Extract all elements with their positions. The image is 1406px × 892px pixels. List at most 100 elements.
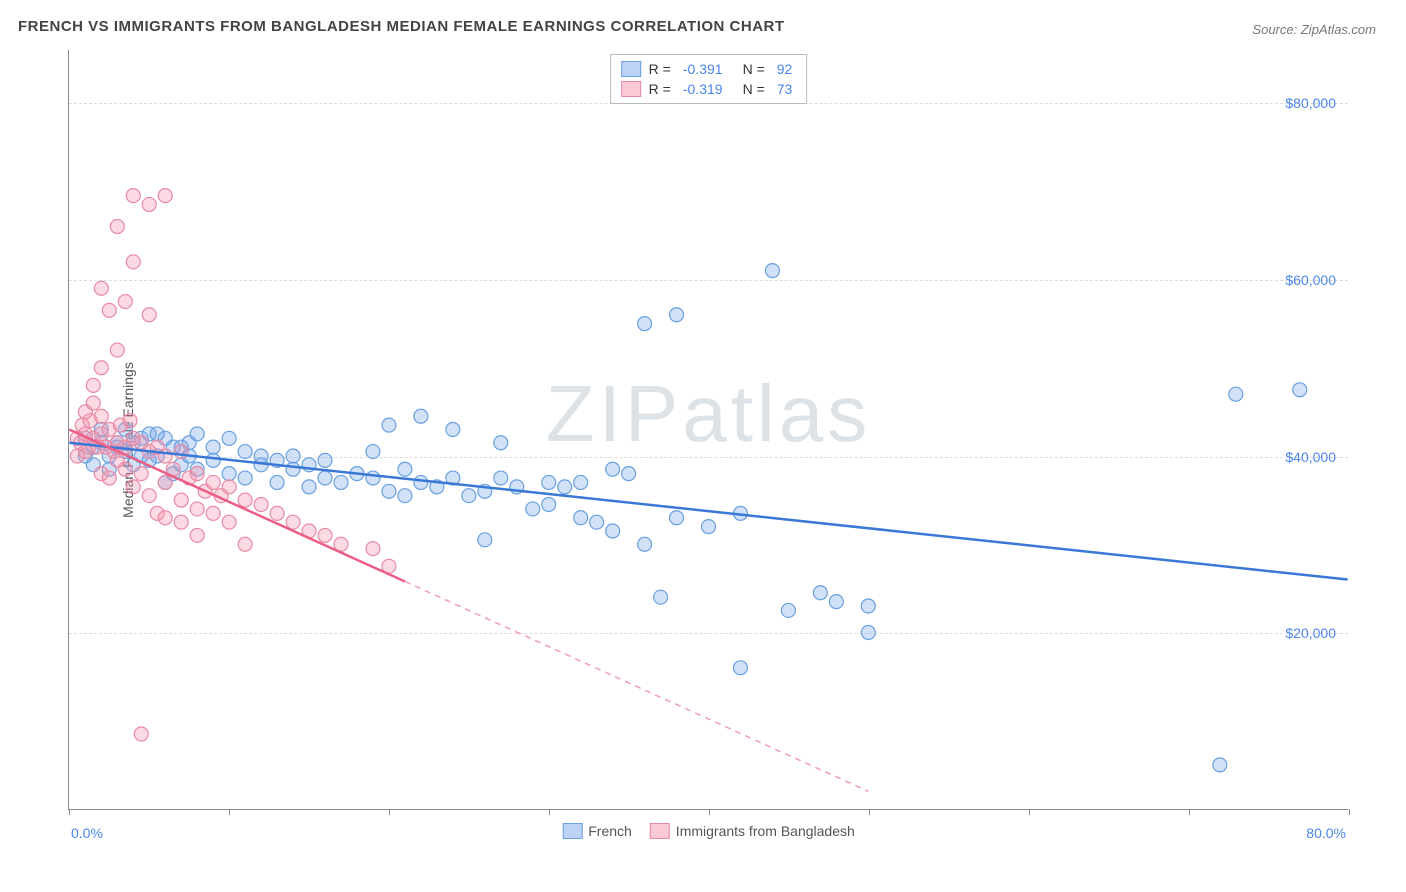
scatter-point (94, 281, 108, 295)
scatter-point (638, 537, 652, 551)
scatter-point (110, 220, 124, 234)
scatter-point (222, 515, 236, 529)
scatter-point (446, 423, 460, 437)
scatter-point (462, 489, 476, 503)
legend-swatch (650, 823, 670, 839)
scatter-point (861, 599, 875, 613)
scatter-point (494, 436, 508, 450)
scatter-point (102, 303, 116, 317)
scatter-point (238, 537, 252, 551)
scatter-point (158, 449, 172, 463)
x-tick (549, 809, 550, 815)
scatter-point (254, 498, 268, 512)
scatter-point (1229, 387, 1243, 401)
legend-swatch (621, 81, 641, 97)
scatter-point (158, 475, 172, 489)
source-attribution: Source: ZipAtlas.com (1252, 22, 1376, 37)
scatter-point (558, 480, 572, 494)
scatter-svg (69, 50, 1348, 809)
scatter-point (526, 502, 540, 516)
scatter-point (270, 506, 284, 520)
scatter-point (590, 515, 604, 529)
scatter-point (270, 475, 284, 489)
scatter-point (286, 449, 300, 463)
scatter-point (494, 471, 508, 485)
scatter-point (813, 586, 827, 600)
scatter-point (670, 511, 684, 525)
scatter-point (654, 590, 668, 604)
scatter-point (86, 396, 100, 410)
source-label: Source: (1252, 22, 1297, 37)
scatter-point (606, 524, 620, 538)
scatter-point (190, 502, 204, 516)
scatter-point (622, 467, 636, 481)
scatter-point (118, 462, 132, 476)
scatter-point (574, 511, 588, 525)
scatter-point (126, 189, 140, 203)
scatter-point (94, 409, 108, 423)
x-tick (709, 809, 710, 815)
scatter-point (302, 480, 316, 494)
plot-area: ZIPatlas R = -0.391 N = 92 R = -0.319 N … (68, 50, 1348, 810)
scatter-point (398, 462, 412, 476)
scatter-point (86, 378, 100, 392)
scatter-point (222, 431, 236, 445)
chart-container: Median Female Earnings ZIPatlas R = -0.3… (50, 50, 1370, 830)
x-tick (1029, 809, 1030, 815)
legend-r-value: -0.319 (683, 81, 723, 97)
legend-stats: R = -0.391 N = 92 R = -0.319 N = 73 (610, 54, 808, 104)
scatter-point (222, 480, 236, 494)
scatter-point (765, 264, 779, 278)
legend-series-item: Immigrants from Bangladesh (650, 823, 855, 839)
x-tick (1189, 809, 1190, 815)
scatter-point (238, 445, 252, 459)
scatter-point (123, 414, 137, 428)
scatter-point (702, 520, 716, 534)
scatter-point (126, 255, 140, 269)
scatter-point (542, 498, 556, 512)
x-axis-max-label: 80.0% (1306, 825, 1346, 841)
scatter-point (174, 515, 188, 529)
scatter-point (638, 317, 652, 331)
legend-series-label: Immigrants from Bangladesh (676, 823, 855, 839)
scatter-point (1213, 758, 1227, 772)
scatter-point (126, 480, 140, 494)
scatter-point (142, 489, 156, 503)
legend-series-label: French (588, 823, 632, 839)
scatter-point (238, 493, 252, 507)
scatter-point (382, 484, 396, 498)
scatter-point (542, 475, 556, 489)
scatter-point (478, 533, 492, 547)
x-tick (389, 809, 390, 815)
legend-series: French Immigrants from Bangladesh (562, 823, 855, 839)
legend-r-value: -0.391 (683, 61, 723, 77)
scatter-point (414, 475, 428, 489)
legend-stat-row: R = -0.319 N = 73 (621, 79, 797, 99)
scatter-point (286, 515, 300, 529)
scatter-point (118, 295, 132, 309)
trend-line (69, 430, 405, 582)
scatter-point (670, 308, 684, 322)
scatter-point (318, 471, 332, 485)
scatter-point (606, 462, 620, 476)
scatter-point (366, 542, 380, 556)
scatter-point (334, 475, 348, 489)
scatter-point (382, 418, 396, 432)
scatter-point (174, 493, 188, 507)
scatter-point (134, 727, 148, 741)
x-tick (229, 809, 230, 815)
scatter-point (158, 511, 172, 525)
scatter-point (134, 467, 148, 481)
x-tick (69, 809, 70, 815)
scatter-point (206, 475, 220, 489)
scatter-point (366, 471, 380, 485)
trend-line-extrapolated (405, 581, 868, 791)
scatter-point (110, 343, 124, 357)
scatter-point (574, 475, 588, 489)
scatter-point (206, 506, 220, 520)
legend-n-label: N = (743, 61, 765, 77)
scatter-point (286, 462, 300, 476)
scatter-point (190, 528, 204, 542)
scatter-point (318, 453, 332, 467)
legend-n-value: 92 (777, 61, 793, 77)
